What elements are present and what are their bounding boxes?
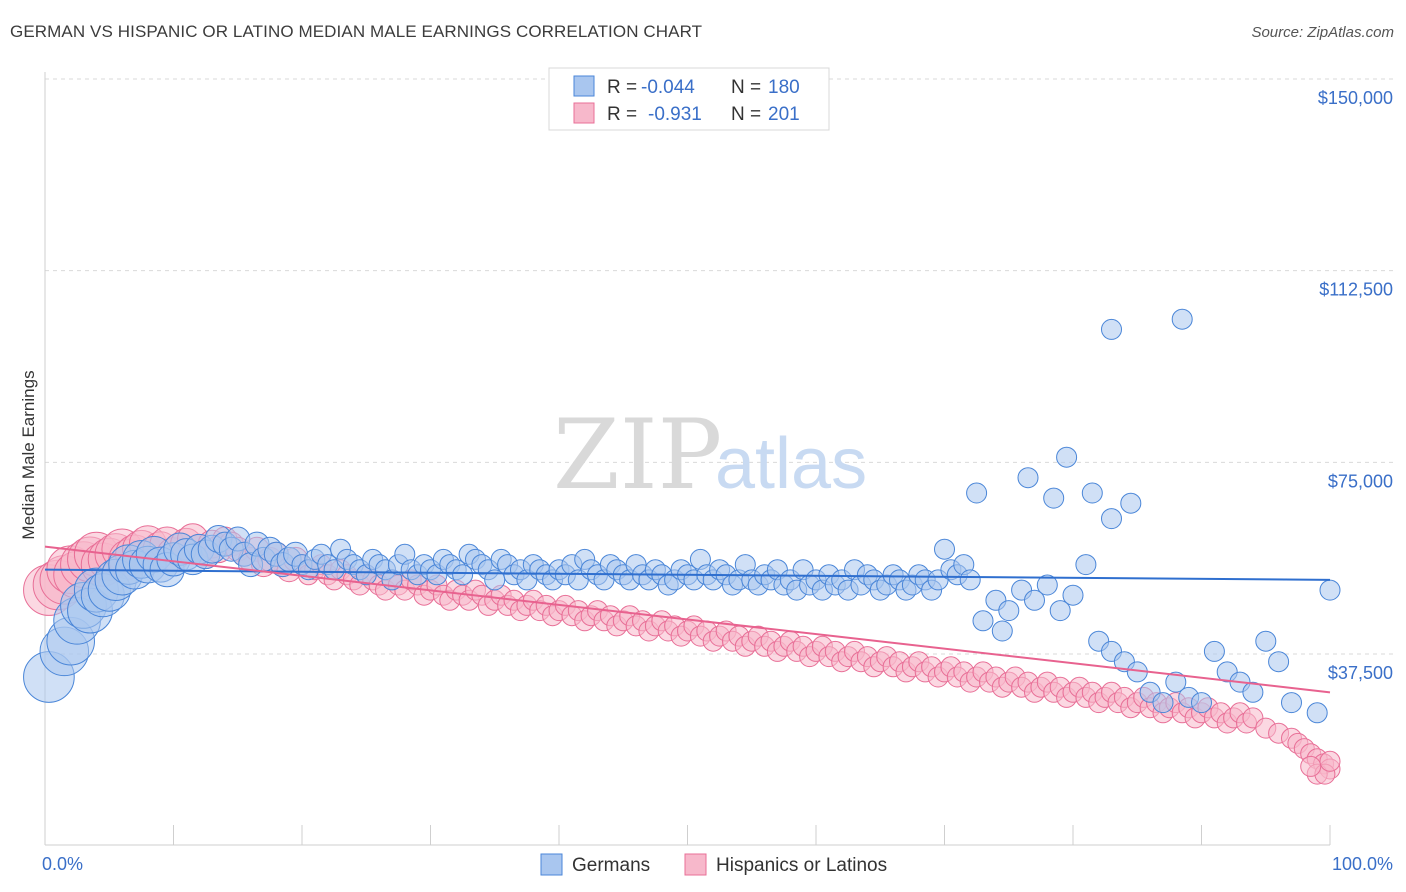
x-ticks [44,825,1331,845]
german-point [1062,584,1084,606]
german-point [1101,318,1122,340]
y-tick-label-1: $75,000 [1328,471,1393,491]
legend-r-value-1: -0.931 [648,104,702,125]
german-point [1281,692,1302,714]
legend-n-label-1: N = [731,104,761,125]
german-point [1191,692,1212,714]
legend-n-value-0: 180 [768,77,800,98]
legend-swatch-pink [573,102,595,124]
y-tick-labels: $37,500 $75,000 $112,500 $150,000 [1318,88,1393,683]
x-tick-label-max: 100.0% [1332,854,1393,874]
series-legend: Germans Hispanics or Latinos [540,853,887,876]
german-point [1268,651,1290,673]
chart-title: GERMAN VS HISPANIC OR LATINO MEDIAN MALE… [10,22,703,41]
german-point [1306,702,1328,724]
hispanic-point [1319,750,1341,772]
german-point [959,569,981,591]
source-credit: Source: ZipAtlas.com [1251,24,1394,41]
german-point [1075,554,1097,576]
german-point [991,620,1013,642]
y-tick-label-3: $150,000 [1318,88,1393,108]
hispanic-trend-line [44,545,1331,694]
german-point [1120,492,1142,514]
german-point [1203,640,1225,662]
german-point [972,610,994,632]
german-point [1165,671,1187,693]
y-tick-label-0: $37,500 [1328,663,1393,683]
german-point [1036,574,1058,596]
legend-n-value-1: 201 [768,104,800,125]
german-point [1255,630,1277,652]
hispanic-point [1300,755,1322,777]
legend-r-value-0: -0.044 [641,77,695,98]
german-point [1242,681,1264,703]
german-points [23,308,1341,724]
series-swatch-hispanics [684,853,707,876]
y-tick-label-2: $112,500 [1319,280,1393,300]
german-point [1049,600,1071,622]
legend-n-label-0: N = [731,77,761,98]
german-point [1056,446,1078,468]
german-point [484,569,506,591]
legend-box [548,67,830,131]
watermark-zip: ZIP [553,399,722,511]
german-point [1017,467,1039,489]
german-point [934,538,955,560]
german-point [1319,579,1341,601]
series-label-hispanics: Hispanics or Latinos [716,855,887,876]
legend-r-label-0: R = [607,77,637,98]
series-label-germans: Germans [572,855,650,876]
german-point [1101,508,1122,530]
german-point [452,564,474,586]
watermark-atlas: atlas [715,424,867,504]
correlation-legend: R = -0.044 N = 180 R = -0.931 N = 201 [548,67,830,131]
german-point [1043,487,1065,509]
legend-r-label-1: R = [607,104,637,125]
german-point [1024,589,1045,611]
legend-swatch-blue [573,75,595,97]
german-point [1171,308,1193,330]
series-swatch-germans [540,853,563,876]
y-axis-label: Median Male Earnings [19,370,38,539]
watermark: ZIP atlas [553,399,867,511]
german-point [1081,482,1103,504]
german-point [966,482,988,504]
german-point [998,600,1020,622]
x-tick-label-min: 0.0% [42,854,83,874]
trend-lines [44,545,1331,694]
german-point [1152,692,1174,714]
